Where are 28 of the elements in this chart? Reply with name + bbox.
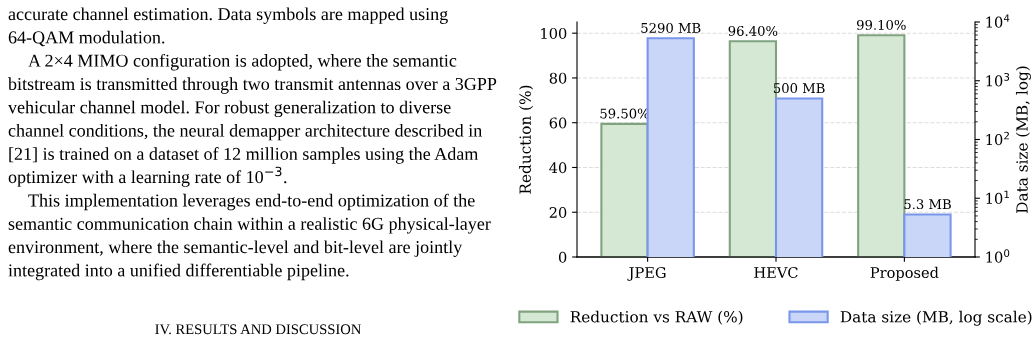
text: accurate channel estimation. Data symbols are mapped using 64-QAM modulation. (8, 7, 448, 47)
y2-tick-label: 10$^{3}$ (986, 73, 1010, 87)
y2-axis-title: Data size (MB, log) (1015, 66, 1031, 213)
x-tick-label: HEVC (754, 266, 798, 279)
y-tick-label: 0 (558, 251, 567, 263)
legend-label: Reduction vs RAW (%) (570, 310, 743, 325)
legend-label: Data size (MB, log scale) (840, 310, 1032, 326)
y2-tick-label: 10$^{1}$ (986, 190, 1009, 204)
text: A 2×4 MIMO configuration is adopted, where the semantic bitstream is transmitted through two transmit antennas over a 3GPP vehicular channel model. For robust generalization to diverse channel conditions, the neural demapper architecture described in [21] is trained on a dataset of 12 million samples using the Adam optimizer with a learning rate of 10$^{−3}$. (8, 53, 497, 187)
y-axis-title: Reduction (%) (519, 85, 534, 194)
data-label: 500 MB (773, 83, 825, 94)
y2-tick-label: 10$^{4}$ (986, 14, 1010, 28)
data-label: 96.40% (728, 25, 778, 36)
y-tick-label: 60 (549, 117, 567, 129)
x-tick-label: Proposed (870, 266, 939, 281)
data-label: 59.50% (600, 108, 649, 119)
text: This implementation leverages end-to-end optimization of the semantic communication chain within a realistic 6G physical-layer environment, where the semantic-level and bit-level are jointly integrated into a unified differentiable pipeline. (8, 193, 491, 281)
x-tick-label: JPEG (627, 266, 666, 281)
data-label: 99.10% (856, 19, 906, 30)
y2-tick-label: 10$^{2}$ (986, 131, 1009, 146)
data-label: 5.3 MB (904, 199, 951, 210)
y2-tick-label: 10$^{0}$ (986, 249, 1010, 263)
y-tick-label: 80 (549, 72, 567, 84)
data-label: 5290 MB (641, 22, 701, 33)
y-tick-label: 100 (541, 27, 567, 39)
y-tick-label: 20 (549, 206, 567, 218)
text: IV. RESULTS AND DISCUSSION (155, 324, 361, 335)
y-tick-label: 40 (549, 162, 567, 174)
